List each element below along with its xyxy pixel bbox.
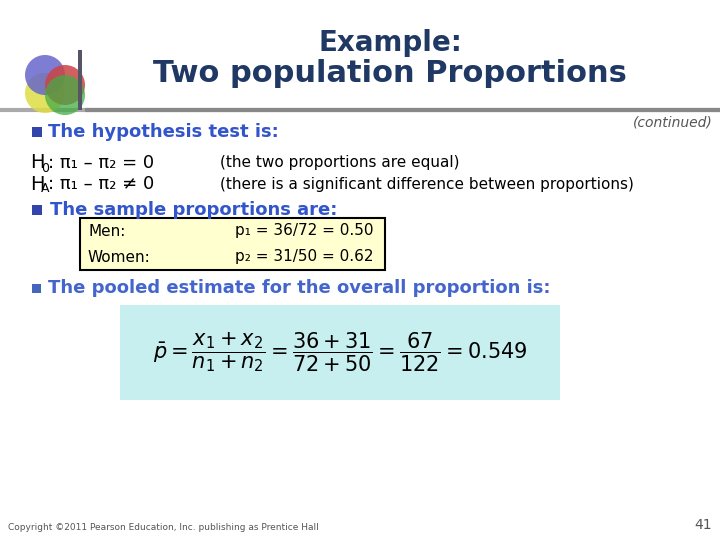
Text: Example:: Example: bbox=[318, 29, 462, 57]
Text: : π₁ – π₂ = 0: : π₁ – π₂ = 0 bbox=[48, 154, 154, 172]
Text: 41: 41 bbox=[694, 518, 712, 532]
Text: H: H bbox=[30, 174, 45, 193]
Text: 0: 0 bbox=[41, 161, 49, 174]
Text: p₁ = 36/72 = 0.50: p₁ = 36/72 = 0.50 bbox=[235, 224, 374, 239]
Bar bbox=[80, 218, 385, 270]
Text: Women:: Women: bbox=[88, 249, 150, 265]
Text: p₂ = 31/50 = 0.62: p₂ = 31/50 = 0.62 bbox=[235, 249, 374, 265]
Text: (continued): (continued) bbox=[634, 115, 713, 129]
Text: Men:: Men: bbox=[88, 224, 125, 239]
Ellipse shape bbox=[25, 73, 65, 113]
Text: A: A bbox=[41, 183, 50, 195]
Bar bbox=[32, 205, 42, 215]
Text: H: H bbox=[30, 153, 45, 172]
Text: (there is a significant difference between proportions): (there is a significant difference betwe… bbox=[220, 177, 634, 192]
Text: (the two proportions are equal): (the two proportions are equal) bbox=[220, 156, 459, 171]
Text: $\bar{p} = \dfrac{x_1 + x_2}{n_1 + n_2} = \dfrac{36+31}{72+50} = \dfrac{67}{122}: $\bar{p} = \dfrac{x_1 + x_2}{n_1 + n_2} … bbox=[153, 330, 527, 374]
Text: The pooled estimate for the overall proportion is:: The pooled estimate for the overall prop… bbox=[48, 279, 551, 297]
Bar bbox=[32, 127, 42, 137]
Text: Copyright ©2011 Pearson Education, Inc. publishing as Prentice Hall: Copyright ©2011 Pearson Education, Inc. … bbox=[8, 523, 319, 532]
Ellipse shape bbox=[25, 55, 65, 95]
Text: : π₁ – π₂ ≠ 0: : π₁ – π₂ ≠ 0 bbox=[48, 175, 154, 193]
Bar bbox=[78, 50, 82, 110]
Ellipse shape bbox=[45, 65, 85, 105]
Ellipse shape bbox=[45, 75, 85, 115]
Text: The sample proportions are:: The sample proportions are: bbox=[50, 201, 338, 219]
Text: The hypothesis test is:: The hypothesis test is: bbox=[48, 123, 279, 141]
Text: Two population Proportions: Two population Proportions bbox=[153, 59, 627, 89]
Bar bbox=[120, 305, 560, 400]
Bar bbox=[32, 284, 41, 293]
